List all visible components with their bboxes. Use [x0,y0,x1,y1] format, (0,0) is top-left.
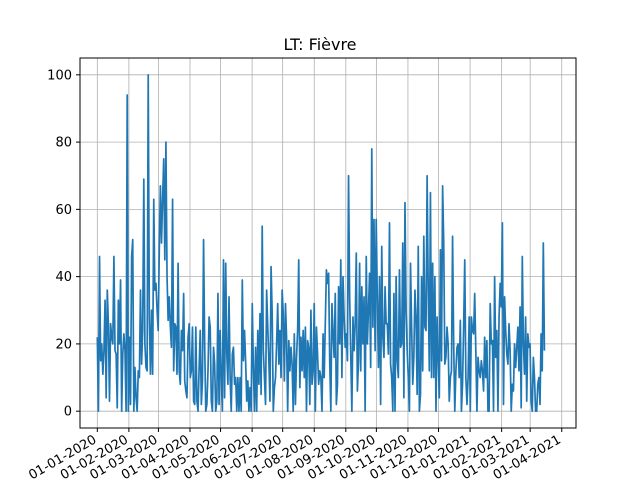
y-tick-label: 80 [55,136,72,151]
y-tick-label: 0 [64,405,72,420]
series-group [96,73,546,413]
series-line [96,73,546,413]
y-tick-label: 60 [55,203,72,218]
plot-frame [79,57,577,429]
y-tick-label: 40 [55,270,72,285]
y-tick-label: 100 [47,68,72,83]
chart-title: LT: Fièvre [283,35,356,54]
y-tick-label: 20 [55,337,72,352]
y-axis: 0 20 40 60 80 100 [47,68,80,420]
